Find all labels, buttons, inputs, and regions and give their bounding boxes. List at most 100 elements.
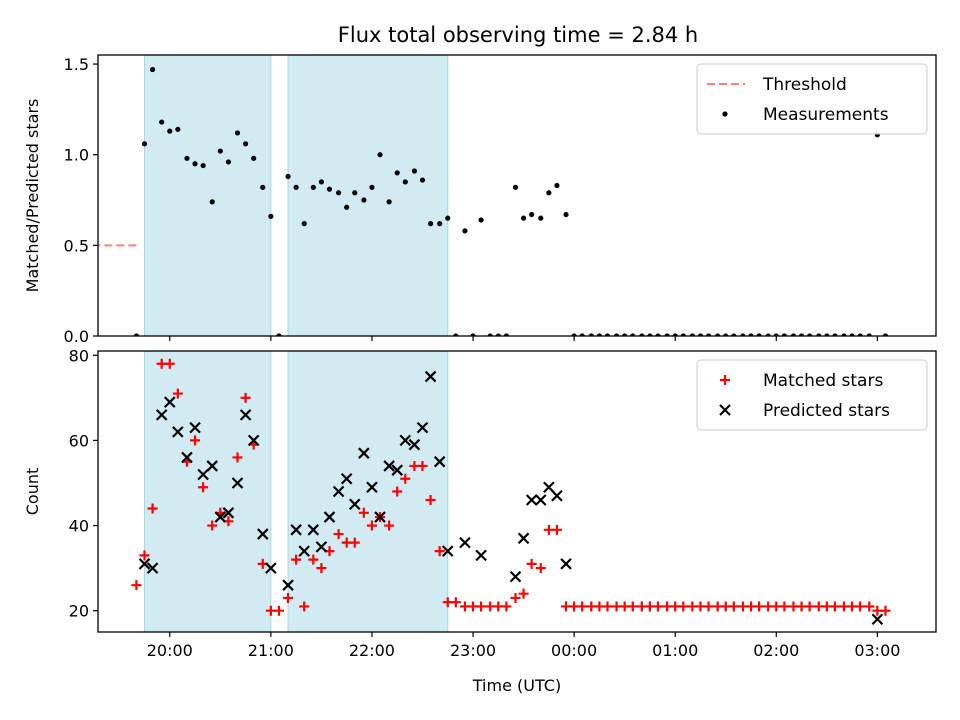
bottom-series-predicted-stars-point	[366, 481, 378, 494]
bottom-series-matched-stars-point	[450, 597, 461, 608]
top-series-measurements-point	[200, 162, 206, 169]
bottom-series-matched-stars-point	[501, 601, 512, 612]
bottom-series-predicted-stars-point	[197, 468, 209, 481]
top-series-measurements-point	[217, 148, 223, 154]
bottom-series-matched-stars-point	[384, 520, 395, 531]
bottom-series-matched-stars-point	[366, 520, 377, 531]
bottom-series-matched-stars-point	[291, 554, 302, 565]
bottom-series-matched-stars-point	[417, 460, 428, 471]
bottom-series-matched-stars-point	[139, 550, 150, 561]
top-series-measurements-point	[352, 190, 358, 196]
top-observing-window-2	[287, 54, 449, 337]
x-tick-label: 21:00	[248, 641, 294, 660]
top-series-measurements-point	[369, 184, 375, 190]
bottom-series-predicted-stars-point	[332, 485, 345, 498]
bottom-series-predicted-stars-point	[290, 524, 302, 536]
bottom-axes-frame	[97, 350, 937, 633]
bottom-observing-window-1	[143, 350, 272, 633]
top-legend-label: Measurements	[763, 105, 889, 125]
bottom-series-matched-stars-point	[518, 588, 529, 599]
bottom-series-predicted-stars-point	[256, 528, 269, 540]
top-series-measurements-point	[546, 190, 552, 196]
top-series-measurements-point	[225, 159, 232, 165]
top-y-tick-label: 0.5	[64, 236, 89, 255]
bottom-series-predicted-stars-point	[315, 541, 328, 553]
bottom-series-matched-stars-point	[627, 601, 638, 612]
bottom-y-tick-label: 40	[69, 517, 89, 536]
bottom-series-matched-stars-point	[535, 563, 546, 574]
bottom-series-matched-stars-point	[299, 601, 310, 612]
bottom-series-matched-stars-point	[358, 507, 369, 518]
bottom-series-matched-stars-point	[240, 392, 251, 403]
bottom-series-predicted-stars-point	[206, 460, 219, 472]
top-series-measurements-point	[361, 197, 367, 203]
top-series-measurements-point	[563, 211, 569, 218]
top-series-measurements-point	[260, 184, 266, 190]
bottom-series-predicted-stars-point	[189, 421, 201, 434]
x-tick-label: 20:00	[147, 641, 193, 660]
bottom-series-predicted-stars-point	[138, 558, 151, 570]
x-tick-label: 00:00	[551, 641, 597, 660]
bottom-series-matched-stars-point	[551, 524, 562, 535]
top-panel: 0.0 0.5 1.0 1.5 Matched/Predicted stars Thres…	[23, 54, 937, 346]
top-series-measurements-point	[167, 128, 173, 134]
bottom-series-predicted-stars-point	[408, 438, 421, 451]
bottom-legend: Matched stars Predicted stars	[696, 359, 928, 431]
top-series-measurements-point	[512, 184, 519, 190]
bottom-series-matched-stars-point	[602, 601, 613, 612]
bottom-series-predicted-stars-point	[525, 494, 538, 506]
bottom-series-matched-stars-point	[476, 601, 487, 612]
bottom-series-matched-stars-point	[316, 563, 327, 574]
bottom-series-matched-stars-point	[232, 452, 243, 463]
top-y-tick-label: 1.5	[64, 55, 89, 74]
top-series-measurements-point	[251, 155, 257, 161]
top-series-measurements-point	[301, 221, 307, 227]
bottom-series-matched-stars-point	[804, 601, 815, 612]
bottom-series-predicted-stars-point	[163, 396, 176, 408]
top-legend: Threshold Measurements	[696, 63, 928, 135]
top-y-axis-label: Matched/Predicted stars	[23, 99, 42, 293]
bottom-series-matched-stars-point	[577, 601, 588, 612]
top-series-measurements-point	[268, 213, 274, 219]
bottom-series-predicted-stars-point	[247, 434, 260, 447]
top-series-measurements-point	[411, 168, 417, 174]
bottom-series-predicted-stars-point	[265, 562, 277, 574]
bottom-series-matched-stars-point	[283, 592, 294, 603]
bottom-series-predicted-stars-point	[509, 570, 522, 583]
top-series-measurements-point	[192, 161, 198, 167]
top-series-measurements-point	[310, 184, 316, 190]
top-series-measurements-point	[242, 141, 249, 147]
bottom-series-matched-stars-point	[273, 605, 284, 616]
bottom-series-predicted-stars-point	[231, 477, 244, 489]
top-series-measurements-point	[437, 221, 443, 227]
bottom-series-matched-stars-point	[703, 601, 714, 612]
bottom-series-matched-stars-point	[131, 580, 142, 591]
top-series-measurements-point	[478, 217, 484, 223]
top-series-measurements-point	[386, 199, 392, 205]
bottom-y-tick-label: 20	[69, 602, 89, 621]
top-series-measurements-point	[554, 182, 560, 189]
bottom-panel: 20 40 60 80 20:00 21:00 22:00 23:00 00:00 01:00 02…	[23, 346, 937, 695]
bottom-series-predicted-stars-point	[560, 558, 572, 570]
bottom-series-predicted-stars-point	[239, 409, 252, 421]
top-legend-marker	[722, 111, 728, 117]
bottom-y-tick-label: 60	[69, 431, 89, 450]
top-series-measurements-point	[462, 228, 468, 234]
top-series-measurements-point	[318, 179, 324, 185]
top-axes-frame	[97, 54, 937, 337]
top-series-measurements-point	[141, 141, 148, 147]
bottom-series-matched-stars-point	[864, 601, 875, 612]
bottom-series-predicted-stars-point	[475, 549, 487, 562]
x-tick-label: 02:00	[753, 641, 799, 660]
bottom-series-predicted-stars-point	[459, 536, 471, 549]
top-series-measurements-point	[427, 221, 434, 227]
bottom-series-predicted-stars-point	[222, 507, 235, 519]
top-series-measurements-point	[445, 215, 451, 221]
bottom-series-matched-stars-point	[392, 486, 403, 497]
x-tick-label: 03:00	[854, 641, 900, 660]
bottom-series-matched-stars-point	[855, 601, 866, 612]
top-series-measurements-point	[394, 170, 400, 176]
bottom-series-predicted-stars-point	[534, 494, 547, 506]
bottom-series-matched-stars-point	[425, 495, 436, 506]
